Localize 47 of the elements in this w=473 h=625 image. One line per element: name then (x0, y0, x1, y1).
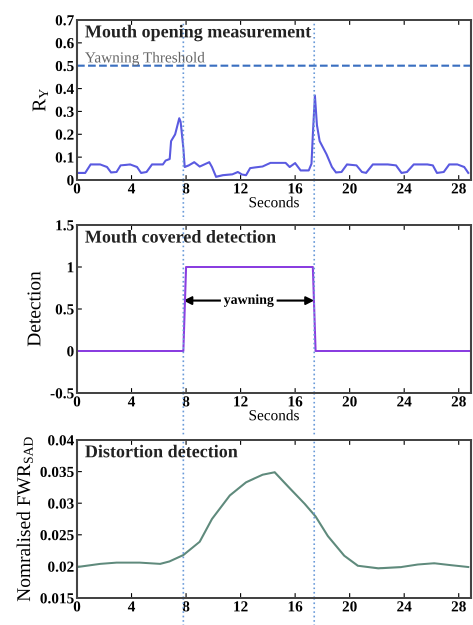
y-tick-label: 0.5 (56, 304, 74, 315)
y-tick-label: 0 (67, 346, 74, 356)
x-tick-label: 16 (288, 396, 302, 407)
annotation: yawning (224, 294, 274, 307)
chart-title: Distortion detection (85, 444, 238, 458)
x-tick-label: 28 (452, 601, 466, 612)
x-tick-label: 24 (397, 183, 412, 194)
x-tick-label: 28 (452, 396, 466, 407)
x-tick-label: 12 (234, 183, 248, 194)
x-tick-label: 4 (128, 601, 136, 612)
y-tick-label: 0.5 (56, 60, 74, 72)
y-tick-label: 0.1 (56, 152, 74, 163)
x-tick-label: 16 (288, 183, 302, 194)
y-tick-label: 1 (68, 262, 74, 272)
ref-line-label: Yawning Threshold (85, 52, 205, 66)
x-tick-label: 20 (342, 183, 357, 194)
x-tick-label: 4 (128, 183, 136, 194)
y-tick-label: 1.5 (56, 220, 74, 231)
x-tick-label: 16 (288, 601, 302, 612)
y-tick-label: 0.3 (56, 106, 74, 117)
y-tick-label: 0.04 (48, 435, 74, 446)
y-axis-title: R$_{Y}$ (32, 89, 48, 112)
y-axis-title: Detection (27, 272, 41, 346)
y-tick-label: 0.015 (40, 593, 74, 604)
y-tick-label: 0.035 (40, 466, 74, 478)
y-tick-label: 0.025 (40, 530, 74, 540)
y-tick-label: 0.7 (56, 15, 74, 26)
y-axis-title: Nomralised FWR$_{SAD}$ (16, 437, 33, 602)
y-tick-label: 0 (67, 175, 74, 186)
x-tick-label: 12 (234, 396, 248, 406)
y-tick-label: 0.02 (48, 562, 74, 572)
x-axis-title: Seconds (250, 196, 299, 208)
x-tick-label: 12 (234, 601, 248, 612)
chart-title: Mouth opening measurement (85, 24, 312, 42)
y-tick-label: 0.4 (56, 84, 74, 94)
y-tick-label: 0.6 (56, 38, 74, 48)
x-tick-label: 20 (342, 601, 357, 612)
x-tick-label: 28 (452, 183, 466, 194)
y-tick-label: 0.2 (56, 129, 74, 140)
y-tick-label: -0.5 (50, 388, 74, 399)
x-tick-label: 24 (397, 396, 412, 406)
chart-title: Mouth covered detection (85, 230, 276, 243)
y-tick-label: 0.03 (48, 498, 74, 509)
x-axis-title: Seconds (250, 410, 299, 420)
x-tick-label: 20 (342, 396, 357, 407)
x-tick-label: 4 (128, 396, 136, 406)
x-tick-label: 24 (397, 601, 412, 612)
